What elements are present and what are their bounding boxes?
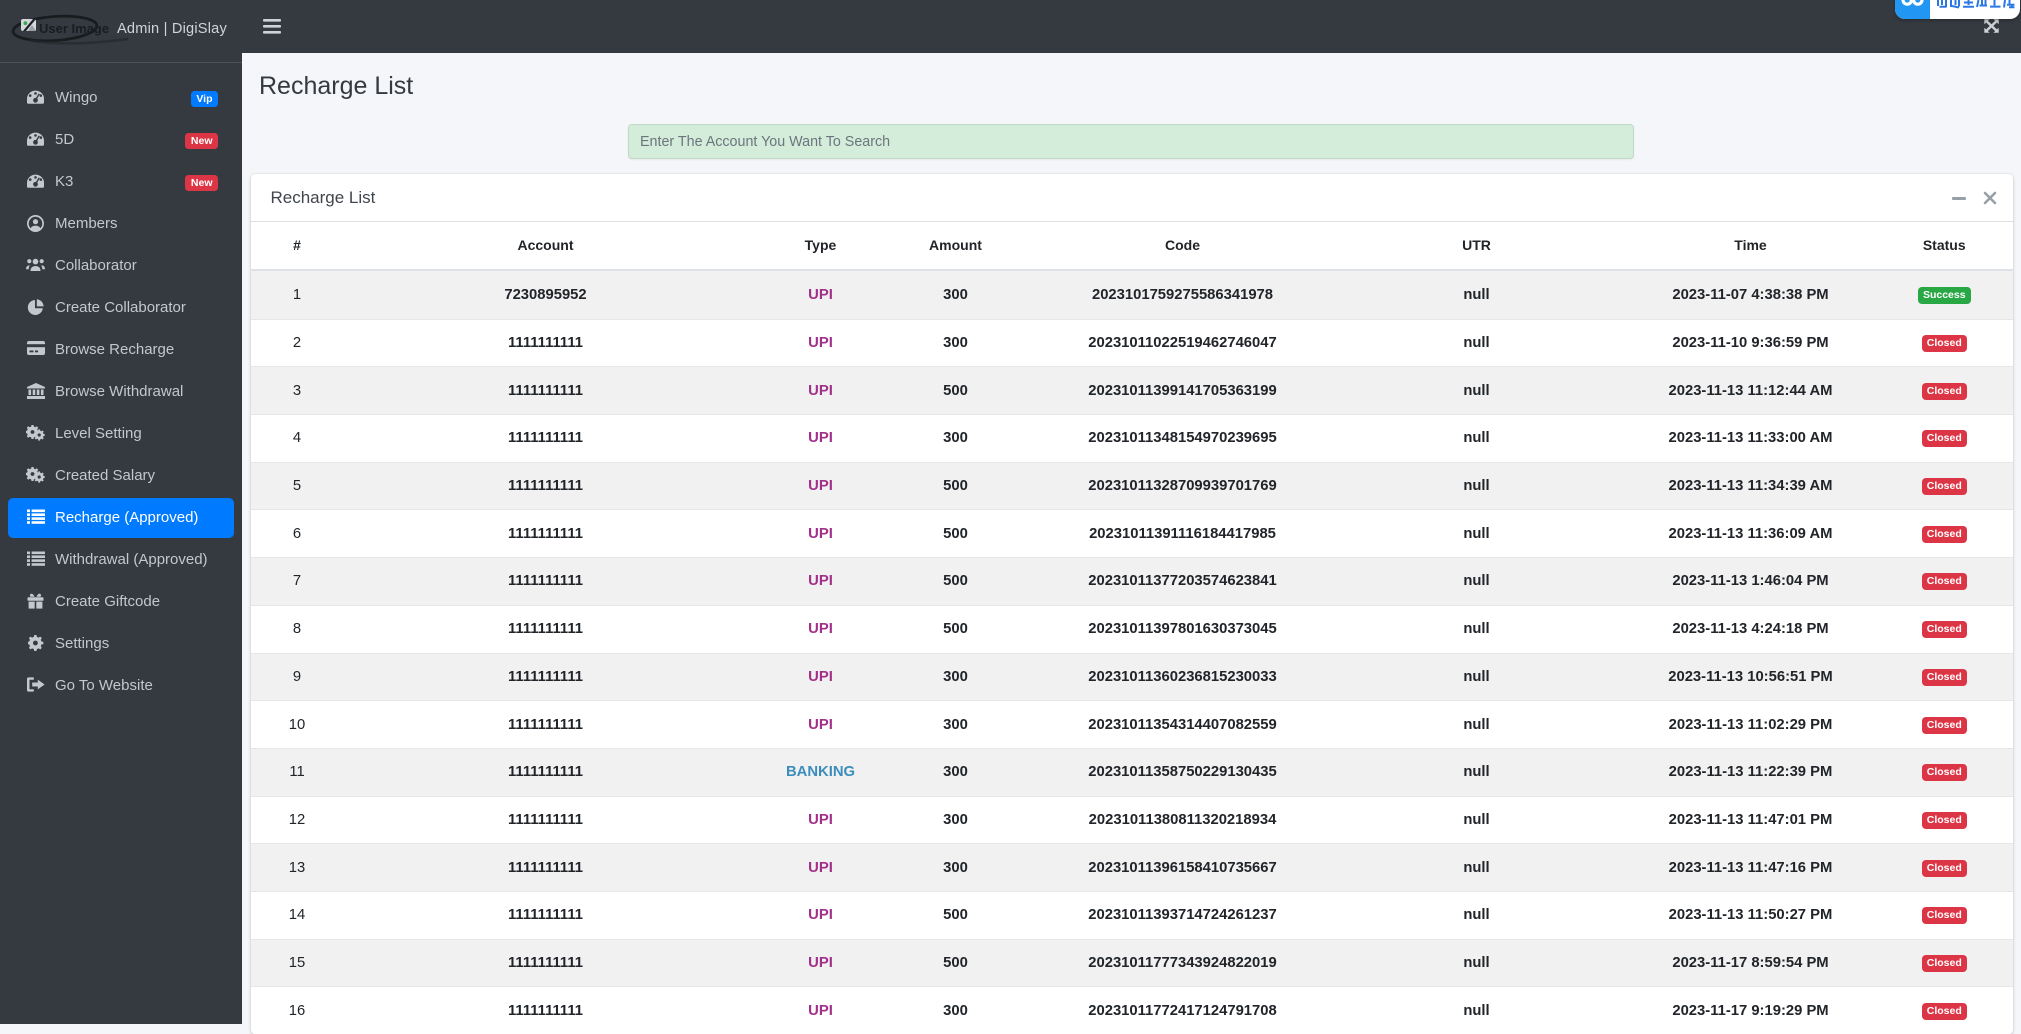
svg-text:User Image: User Image	[39, 21, 109, 36]
